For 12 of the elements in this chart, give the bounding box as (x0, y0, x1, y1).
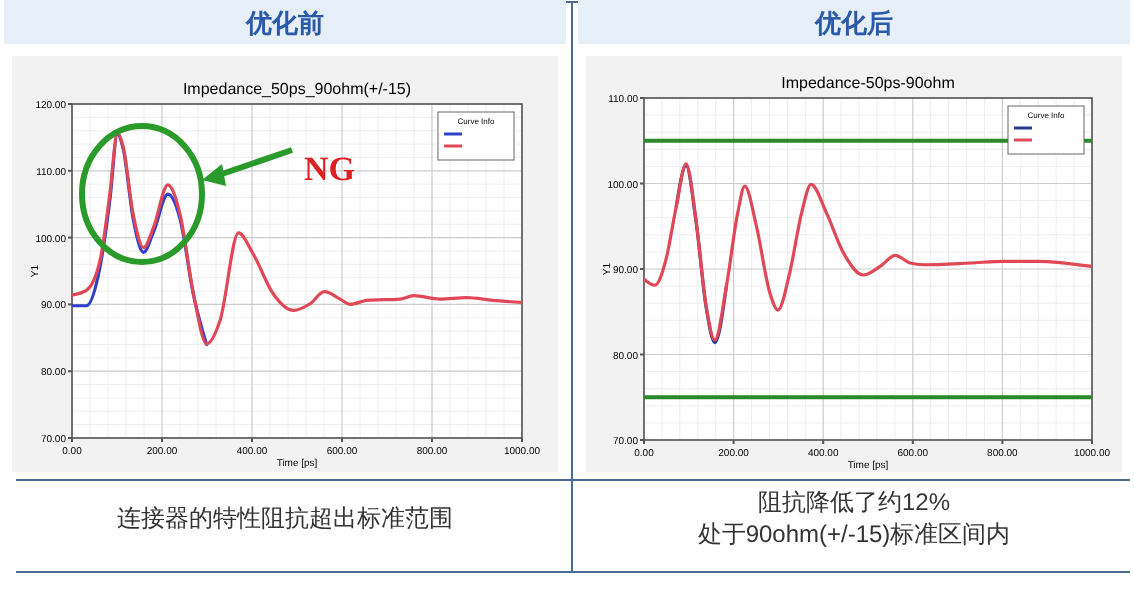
chart-subtitle: Impedance-50ps-90ohm (781, 74, 956, 92)
line-series (72, 131, 522, 346)
text: 阻抗降低了约12% (757, 488, 951, 516)
text: 连接器的特性阻抗超出标准范围 (117, 504, 453, 532)
line-series (644, 162, 1092, 342)
line-series (674, 163, 729, 345)
chart-title: 优化前 (244, 8, 324, 38)
chart-title: 优化后 (813, 8, 893, 38)
annotation: NG (304, 150, 355, 188)
line-series (72, 132, 209, 347)
chart-subtitle: Impedance_50ps_90ohm(+/-15) (182, 80, 412, 98)
text: 处于90ohm(+/-15)标准区间内 (697, 520, 1011, 548)
